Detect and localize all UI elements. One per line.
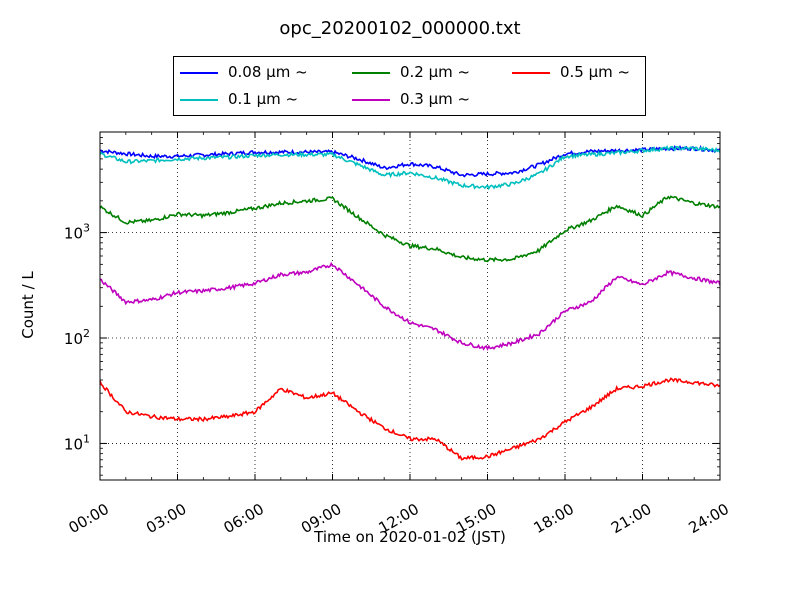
legend-label-s2: 0.2 μm ~ — [400, 63, 471, 81]
legend-line-s1 — [180, 99, 218, 101]
legend-line-s0 — [180, 72, 218, 74]
legend-label-s0: 0.08 μm ~ — [228, 63, 308, 81]
legend: 0.08 μm ~ 0.1 μm ~ 0.2 μm ~ 0.3 μm ~ 0.5… — [173, 56, 646, 116]
legend-line-s3 — [352, 99, 390, 101]
legend-label-s3: 0.3 μm ~ — [400, 90, 471, 108]
y-axis-label: Count / L — [19, 271, 37, 339]
y-tick-label: 103 — [64, 222, 90, 243]
series-line-1 — [99, 145, 721, 191]
x-axis-label: Time on 2020-01-02 (JST) — [314, 528, 506, 546]
series-line-3 — [99, 261, 721, 351]
y-tick-label: 102 — [64, 327, 90, 348]
y-tick-label: 101 — [64, 432, 90, 453]
plot-frame — [99, 131, 721, 481]
legend-line-s2 — [352, 72, 390, 74]
legend-label-s1: 0.1 μm ~ — [228, 90, 299, 108]
series-line-2 — [99, 195, 721, 263]
series-line-4 — [99, 377, 721, 461]
plot-area — [100, 132, 720, 480]
legend-label-s4: 0.5 μm ~ — [560, 63, 631, 81]
chart-title: opc_20200102_000000.txt — [279, 18, 521, 39]
legend-line-s4 — [512, 72, 550, 74]
